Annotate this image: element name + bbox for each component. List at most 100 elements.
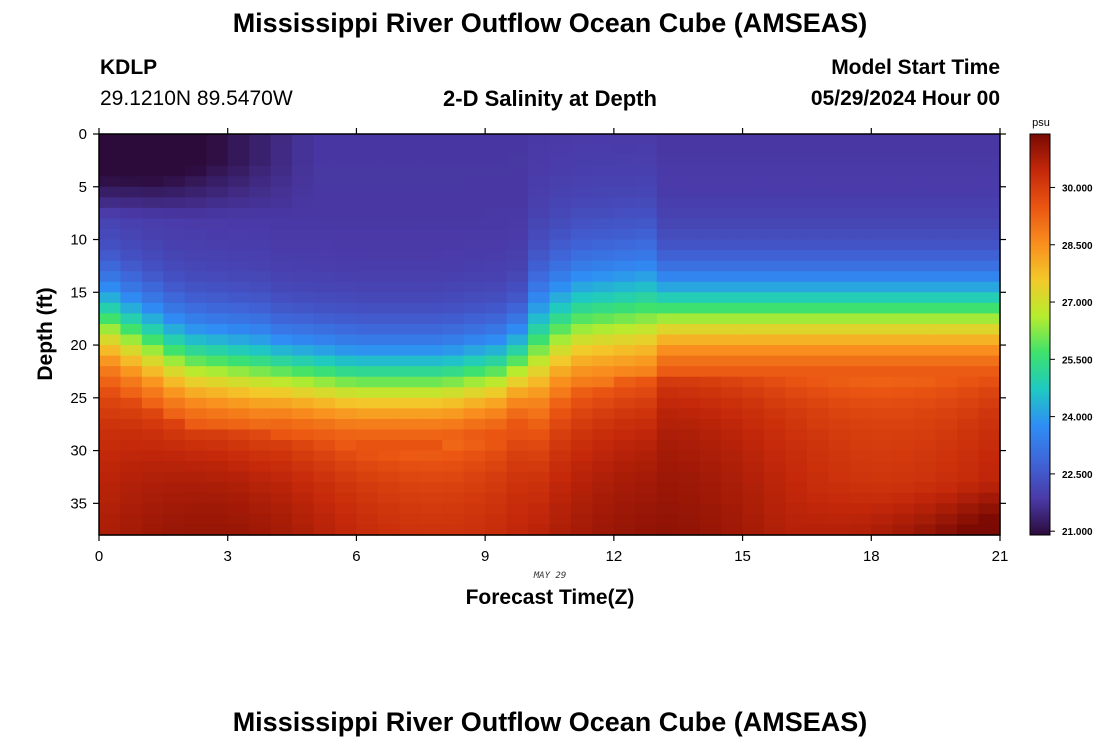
heatmap-cell — [184, 197, 207, 209]
heatmap-cell — [292, 239, 315, 251]
heatmap-cell — [442, 207, 465, 220]
heatmap-cell — [785, 302, 808, 314]
heatmap-cell — [570, 524, 593, 536]
heatmap-cell — [721, 524, 744, 536]
heatmap-cell — [699, 302, 722, 314]
heatmap-cell — [613, 471, 636, 483]
heatmap-cell — [871, 387, 894, 399]
heatmap-cell — [549, 260, 572, 272]
heatmap-cell — [184, 482, 207, 494]
heatmap-cell — [420, 302, 443, 314]
heatmap-cell — [120, 461, 143, 473]
station-id: KDLP — [100, 56, 158, 79]
heatmap-cell — [420, 323, 443, 336]
heatmap-cell — [292, 408, 315, 420]
heatmap-cell — [270, 271, 293, 283]
heatmap-cell — [227, 366, 250, 378]
heatmap-cell — [206, 144, 229, 156]
heatmap-cell — [292, 334, 315, 346]
heatmap-cell — [678, 313, 701, 325]
heatmap-cell — [635, 334, 658, 346]
heatmap-cell — [292, 176, 315, 188]
heatmap-cell — [978, 345, 1001, 357]
heatmap-cell — [849, 366, 872, 378]
heatmap-cell — [742, 144, 765, 156]
heatmap-cell — [99, 471, 122, 483]
heatmap-cell — [549, 271, 572, 283]
heatmap-cell — [549, 482, 572, 494]
heatmap-cell — [613, 366, 636, 378]
heatmap-cell — [334, 144, 358, 156]
heatmap-cell — [528, 260, 551, 272]
heatmap-cell — [506, 345, 529, 357]
heatmap-cell — [871, 524, 894, 536]
heatmap-cell — [570, 429, 593, 441]
heatmap-cell — [270, 228, 293, 241]
heatmap-cell — [270, 387, 293, 399]
heatmap-cell — [528, 302, 551, 314]
heatmap-cell — [849, 281, 872, 293]
heatmap-cell — [871, 218, 894, 230]
heatmap-cell — [678, 366, 701, 378]
heatmap-cell — [184, 207, 207, 220]
heatmap-cell — [871, 155, 894, 167]
heatmap-cell — [699, 492, 722, 504]
heatmap-cell — [184, 186, 207, 198]
heatmap-cell — [849, 155, 872, 167]
heatmap-cell — [806, 186, 829, 198]
heatmap-cell — [721, 239, 744, 251]
heatmap-cell — [206, 323, 229, 336]
heatmap-cell — [141, 144, 164, 156]
heatmap-cell — [141, 450, 164, 462]
heatmap-cell — [914, 134, 937, 146]
heatmap-cell — [163, 376, 186, 388]
heatmap-cell — [206, 197, 229, 209]
heatmap-cell — [227, 155, 250, 167]
heatmap-cell — [806, 176, 829, 188]
heatmap-cell — [99, 144, 122, 156]
heatmap-cell — [914, 376, 937, 388]
heatmap-cell — [442, 165, 465, 177]
heatmap-cell — [806, 524, 829, 536]
heatmap-cell — [528, 239, 551, 251]
heatmap-cell — [570, 323, 593, 336]
heatmap-cell — [892, 144, 915, 156]
heatmap-cell — [356, 471, 379, 483]
heatmap-cell — [227, 461, 250, 473]
heatmap-cell — [635, 239, 658, 251]
heatmap-cell — [356, 450, 379, 462]
heatmap-cell — [163, 197, 186, 209]
heatmap-cell — [592, 155, 615, 167]
heatmap-cell — [978, 176, 1001, 188]
heatmap-cell — [163, 176, 186, 188]
heatmap-cell — [699, 461, 722, 473]
heatmap-cell — [184, 228, 207, 241]
heatmap-cell — [914, 323, 937, 336]
heatmap-cell — [377, 281, 400, 293]
heatmap-cell — [592, 144, 615, 156]
heatmap-cell — [613, 144, 636, 156]
heatmap-cell — [377, 471, 400, 483]
heatmap-cell — [699, 334, 722, 346]
heatmap-cell — [935, 302, 958, 314]
heatmap-cell — [334, 292, 358, 304]
heatmap-cell — [592, 471, 615, 483]
heatmap-cell — [699, 429, 722, 441]
heatmap-cell — [313, 144, 336, 156]
heatmap-cell — [699, 207, 722, 220]
heatmap-cell — [764, 197, 787, 209]
heatmap-cell — [892, 271, 915, 283]
heatmap-cell — [914, 197, 937, 209]
heatmap-cell — [227, 345, 250, 357]
heatmap-cell — [120, 218, 143, 230]
heatmap-cell — [506, 376, 529, 388]
heatmap-cell — [334, 408, 358, 420]
heatmap-cell — [849, 450, 872, 462]
heatmap-cell — [528, 207, 551, 220]
heatmap-cell — [806, 134, 829, 146]
heatmap-cell — [742, 345, 765, 357]
heatmap-cell — [270, 155, 293, 167]
heatmap-cell — [978, 228, 1001, 241]
heatmap-cell — [656, 302, 679, 314]
heatmap-cell — [249, 271, 272, 283]
